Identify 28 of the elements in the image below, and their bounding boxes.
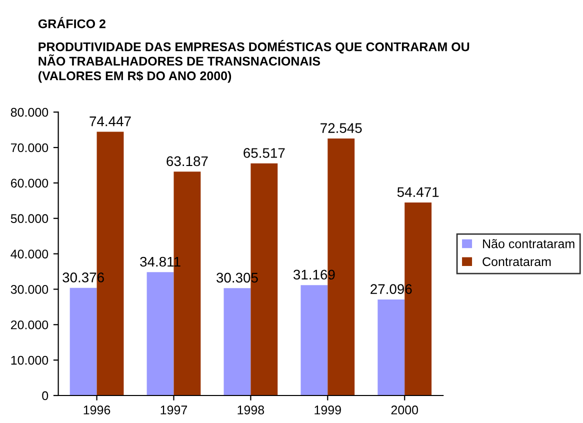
x-tick-label: 1998: [238, 406, 264, 414]
y-tick-label: 10.000: [11, 356, 48, 365]
y-tick-label: 20.000: [10, 320, 48, 330]
data-label: 65.517: [244, 148, 285, 158]
y-tick-label: 30.000: [10, 285, 48, 294]
bar: [300, 285, 328, 396]
data-label: 74.447: [90, 116, 131, 126]
x-tick-label: 1996: [84, 406, 110, 414]
x-tick-label: 2000: [391, 406, 418, 414]
bar: [146, 272, 174, 396]
bar: [70, 288, 97, 396]
y-tick-label: 80.000: [10, 108, 48, 117]
data-label: 63.187: [166, 156, 208, 166]
x-tick-label: 1997: [160, 406, 188, 414]
x-tick-label: 1999: [314, 406, 341, 414]
legend-label: Não contrataram: [483, 239, 574, 248]
y-tick-label: 70.000: [10, 143, 48, 152]
bar: [378, 300, 405, 396]
y-tick-label: 60.000: [10, 178, 48, 188]
y-tick-label: 0: [42, 391, 48, 400]
data-label: 72.545: [320, 123, 362, 133]
chart-title: GRÁFICO 2: [38, 17, 106, 28]
y-tick-label: 50.000: [10, 214, 48, 224]
legend-label: Contrataram: [482, 257, 551, 266]
chart-subtitle: PRODUTIVIDADE DAS EMPRESAS DOMÉSTICAS QUE CONTRARAM OU NÃO TRABALHADORES DE TRANSNACIONAIS (VALORES EM R$ DO ANO 2000): [38, 40, 470, 83]
bar: [224, 288, 251, 396]
data-label: 54.471: [397, 187, 439, 198]
y-tick-label: 40.000: [10, 250, 48, 258]
